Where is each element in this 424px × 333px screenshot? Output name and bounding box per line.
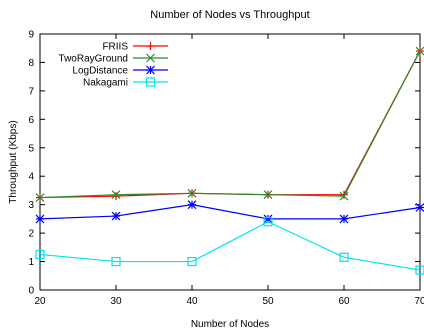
series-tworayground (35, 46, 424, 202)
data-point-friis (112, 192, 120, 201)
plot-frame (39, 33, 421, 291)
data-point-tworayground (339, 191, 349, 201)
series-line-logdistance (39, 204, 421, 220)
data-point-logdistance (339, 214, 349, 224)
y-tick-label: 1 (28, 257, 34, 268)
legend-swatch-marker (145, 77, 156, 87)
data-point-nakagami (339, 252, 349, 262)
legend-label: LogDistance (72, 66, 128, 77)
data-point-nakagami (35, 249, 45, 260)
data-point-logdistance (415, 203, 424, 212)
y-tick-label: 6 (28, 115, 34, 126)
series-logdistance (35, 200, 424, 224)
series-line-nakagami (39, 221, 421, 271)
y-tick-label: 8 (28, 58, 34, 69)
axis-ticks: 20 30 40 50 60 70 0 1 2 3 4 5 6 7 8 9 (28, 30, 424, 308)
data-point-tworayground (415, 46, 424, 56)
chart-title: Number of Nodes vs Throughput (150, 9, 309, 21)
y-tick-label: 5 (28, 143, 34, 154)
legend-entry-logdistance: LogDistance (72, 66, 168, 77)
data-point-nakagami (111, 256, 121, 267)
data-point-nakagami (263, 217, 273, 227)
legend-entry-friis: FRIIS (102, 42, 168, 53)
x-axis-label: Number of Nodes (191, 319, 269, 330)
series-layer (35, 46, 424, 275)
data-point-logdistance (263, 214, 273, 224)
y-tick-label: 4 (28, 172, 34, 183)
y-tick-label: 0 (28, 286, 34, 297)
data-point-tworayground (35, 193, 45, 202)
legend-swatch-marker (146, 65, 155, 75)
data-point-logdistance (35, 214, 45, 224)
y-tick-label: 2 (28, 229, 34, 240)
x-tick-label: 30 (110, 296, 122, 307)
series-nakagami (35, 217, 424, 275)
legend-swatch-marker (146, 53, 155, 63)
legend-label: FRIIS (102, 42, 128, 53)
data-point-tworayground (187, 188, 197, 198)
series-line-tworayground (39, 50, 421, 199)
data-point-logdistance (187, 200, 197, 210)
x-tick-label: 20 (34, 296, 46, 307)
y-tick-label: 7 (28, 86, 34, 97)
x-tick-label: 70 (414, 296, 424, 307)
legend-swatch-marker (146, 42, 155, 50)
legend-entry-tworayground: TwoRayGround (59, 54, 168, 65)
legend-label: TwoRayGround (59, 54, 128, 65)
x-tick-label: 60 (338, 296, 350, 307)
data-point-nakagami (415, 265, 424, 275)
x-tick-label: 40 (186, 296, 198, 307)
y-axis-label: Throughput (Kbps) (8, 120, 19, 203)
y-tick-label: 3 (28, 200, 34, 211)
data-point-nakagami (187, 256, 197, 267)
legend-entry-nakagami: Nakagami (83, 77, 168, 89)
data-point-tworayground (111, 190, 121, 200)
data-point-tworayground (263, 190, 273, 200)
x-tick-label: 50 (262, 296, 274, 307)
legend-label: Nakagami (83, 78, 128, 89)
data-point-friis (340, 190, 348, 199)
y-tick-label: 9 (28, 30, 34, 41)
data-point-logdistance (111, 211, 121, 221)
